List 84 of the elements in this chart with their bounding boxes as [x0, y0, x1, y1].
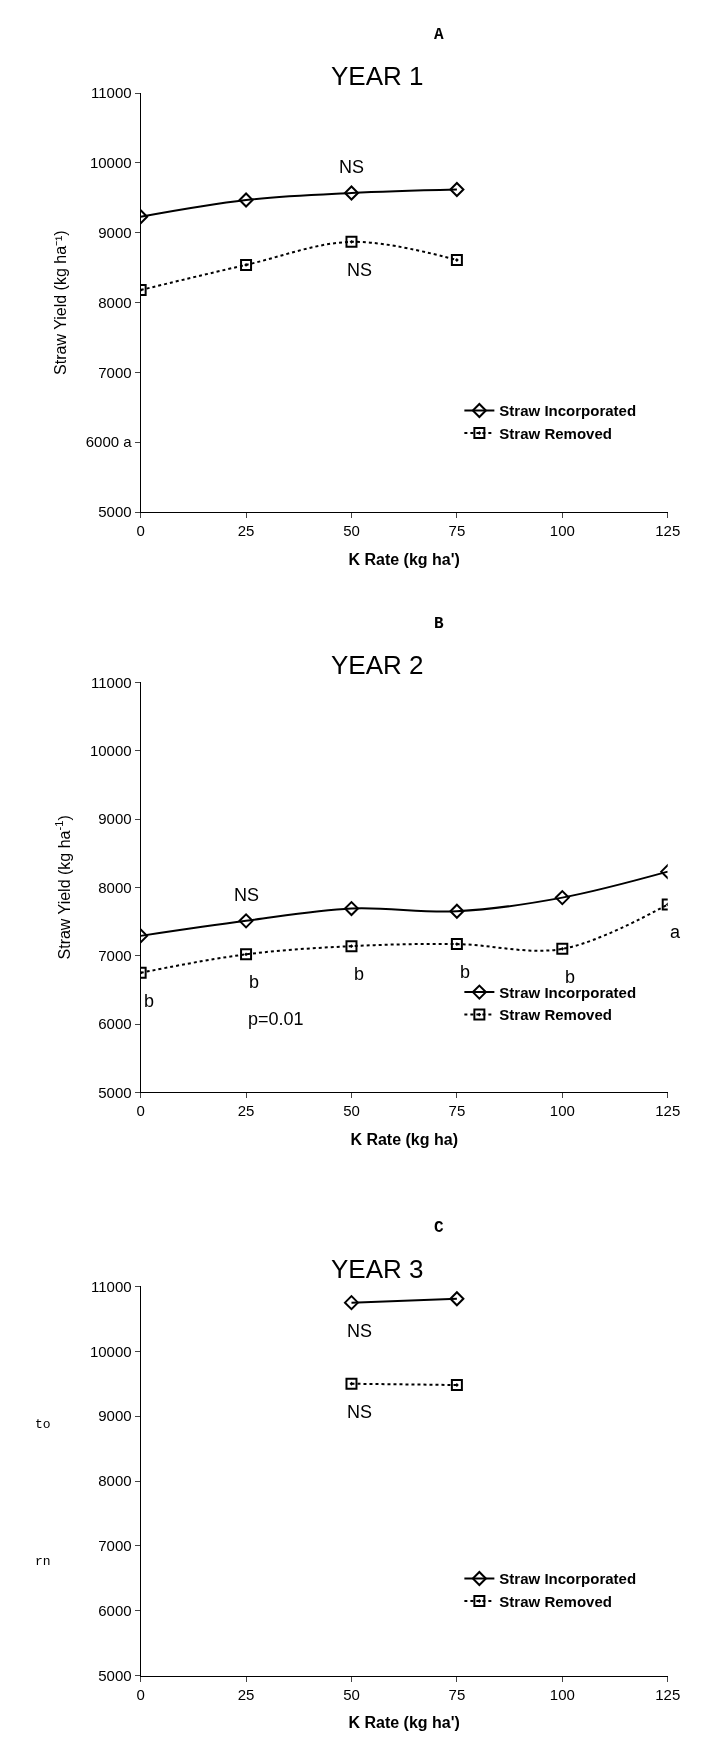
- x-axis-title: K Rate (kg ha): [350, 1131, 458, 1149]
- x-tick-label: 25: [237, 1102, 255, 1120]
- point: [240, 948, 253, 961]
- point: [238, 192, 254, 208]
- y-tick-label: 8000: [98, 293, 132, 311]
- x-tick-label: 25: [237, 1685, 255, 1703]
- point: [240, 258, 253, 271]
- point: [238, 913, 254, 929]
- y-tick-label: 7000: [98, 946, 132, 964]
- y-tick-label: 5000: [98, 1666, 132, 1684]
- legend-label: Straw Removed: [499, 1592, 612, 1610]
- y-tick-label: 10000: [89, 1342, 132, 1360]
- point: [345, 1377, 358, 1390]
- y-tick-label: 9000: [98, 1407, 132, 1425]
- chart-subtitle: YEAR 3: [331, 1254, 424, 1284]
- x-tick-label: 50: [343, 1685, 360, 1703]
- point: [450, 254, 463, 267]
- y-tick-label: 9000: [98, 224, 132, 242]
- y-tick-label: 7000: [98, 1537, 132, 1555]
- x-tick-label: 50: [343, 1102, 360, 1120]
- annotation: NS: [234, 885, 260, 905]
- x-tick-label: 75: [448, 522, 466, 540]
- chart-subtitle: YEAR 1: [331, 61, 424, 91]
- point: [554, 890, 570, 906]
- legend-label: Straw Incorporated: [499, 1570, 637, 1588]
- y-tick-label: 11000: [91, 1277, 132, 1295]
- y-tick-label: 5000: [98, 503, 132, 521]
- annotation: a: [670, 922, 681, 942]
- x-tick-label: 100: [549, 1685, 575, 1703]
- x-tick-label: 100: [549, 522, 575, 540]
- y-tick-label: 10000: [89, 741, 132, 759]
- y-tick-label: 5000: [98, 1083, 132, 1101]
- x-tick-label: 125: [655, 1102, 681, 1120]
- annotation: b: [249, 972, 260, 992]
- x-axis-title: K Rate (kg ha'): [348, 1714, 460, 1732]
- legend-label: Straw Removed: [499, 1006, 612, 1024]
- y-tick-label: 6000 a: [85, 433, 133, 451]
- y-tick-label: 6000: [98, 1602, 132, 1620]
- text: rn: [35, 1554, 51, 1569]
- x-tick-label: 75: [448, 1685, 466, 1703]
- y-tick-label: 11000: [91, 673, 132, 691]
- annotation: NS: [347, 1402, 373, 1422]
- x-tick-label: 75: [448, 1102, 466, 1120]
- x-tick-label: 50: [343, 522, 360, 540]
- x-tick-label: 0: [136, 1685, 145, 1703]
- point: [450, 1379, 463, 1392]
- point: [343, 901, 359, 917]
- annotation: b: [144, 991, 155, 1011]
- point: [449, 182, 465, 198]
- y-tick-label: 11000: [91, 84, 132, 102]
- point: [449, 1291, 465, 1307]
- y-tick-label: 8000: [98, 878, 132, 896]
- point: [343, 185, 359, 201]
- x-axis-title: K Rate (kg ha'): [348, 550, 460, 568]
- y-tick-label: 10000: [89, 154, 132, 172]
- y-tick-label: 9000: [98, 810, 132, 828]
- chart-title: B: [434, 615, 444, 633]
- annotation: b: [460, 962, 471, 982]
- point: [450, 938, 463, 951]
- chart-subtitle: YEAR 2: [331, 650, 424, 680]
- y-tick-label: 6000: [98, 1015, 132, 1033]
- point: [345, 940, 358, 953]
- x-tick-label: 125: [655, 522, 681, 540]
- annotation: NS: [347, 260, 373, 280]
- x-tick-label: 0: [136, 1102, 145, 1120]
- chart-title: C: [434, 1219, 444, 1237]
- legend-label: Straw Incorporated: [499, 402, 637, 420]
- annotation: NS: [339, 157, 365, 177]
- annotation: b: [354, 964, 365, 984]
- point: [345, 235, 358, 248]
- x-tick-label: 25: [237, 522, 255, 540]
- y-axis-title: Straw Yield (kg ha⁻¹): [51, 230, 69, 375]
- x-tick-label: 100: [549, 1102, 575, 1120]
- x-tick-label: 125: [655, 1685, 681, 1703]
- annotation: NS: [347, 1321, 373, 1341]
- text: to: [35, 1417, 51, 1432]
- legend-label: Straw Removed: [499, 424, 612, 442]
- chart-title: A: [434, 26, 444, 44]
- y-tick-label: 8000: [98, 1472, 132, 1490]
- x-tick-label: 0: [136, 522, 145, 540]
- annotation: p=0.01: [248, 1009, 304, 1029]
- point: [449, 903, 465, 919]
- point: [343, 1295, 359, 1311]
- y-tick-label: 7000: [98, 363, 132, 381]
